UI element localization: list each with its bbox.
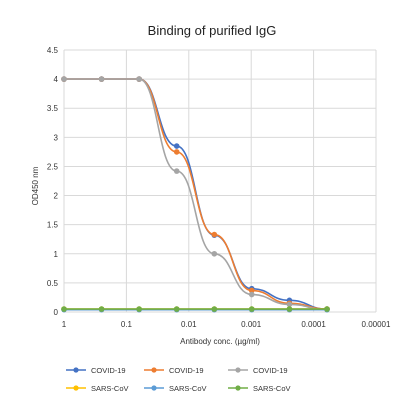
legend-label: COVID-19 [253,366,288,375]
x-tick-label: 0.0001 [301,320,326,329]
series-group [61,76,330,312]
legend-swatch-marker [73,367,79,373]
data-point [211,306,218,312]
legend-item: SARS-CoV [228,384,291,393]
x-tick-label: 1 [62,320,67,329]
data-point [173,143,180,149]
y-tick-label: 2.5 [47,162,59,171]
y-tick-label: 0.5 [47,279,59,288]
x-tick-label: 0.001 [241,320,262,329]
legend-label: COVID-19 [91,366,126,375]
x-axis-label: Antibody conc. (µg/ml) [180,337,260,346]
data-point [248,306,255,312]
legend-swatch-marker [151,367,157,373]
x-axis-ticks: 1 0.1 0.01 0.001 0.0001 0.00001 [62,320,391,329]
legend-label: SARS-CoV [169,384,207,393]
y-tick-label: 4 [54,75,59,84]
data-point [173,149,180,155]
legend-swatch-marker [235,367,241,373]
legend-label: SARS-CoV [253,384,291,393]
y-tick-label: 2 [54,192,59,201]
data-point [286,301,293,308]
legend: COVID-19 COVID-19 COVID-19 SARS-CoV SARS-CoV… [66,366,291,393]
legend-item: COVID-19 [228,366,288,375]
series-group [61,306,330,312]
data-point [136,306,142,312]
x-tick-label: 0.1 [121,320,133,329]
data-point [173,168,180,174]
y-tick-label: 1.5 [47,221,59,230]
data-point [211,231,218,238]
series-layer [61,76,330,313]
data-point [98,76,105,82]
data-point [286,306,293,312]
data-point [248,287,255,294]
y-axis-ticks: 0 0.5 1 1.5 2 2.5 3 3.5 4 4.5 [47,46,59,317]
series-line [64,78,327,311]
data-point [98,306,105,312]
legend-swatch-marker [73,385,79,391]
legend-swatch-marker [151,385,157,391]
legend-label: COVID-19 [169,366,204,375]
series-group [61,76,330,313]
y-axis-label: OD450 nm [31,166,40,205]
data-point [61,76,67,82]
data-point [324,306,330,312]
legend-item: SARS-CoV [144,384,207,393]
y-tick-label: 0 [54,308,59,317]
x-tick-label: 0.00001 [362,320,391,329]
y-tick-label: 3 [54,133,59,142]
legend-label: SARS-CoV [91,384,129,393]
legend-swatch-marker [235,385,241,391]
data-point [173,306,180,312]
x-tick-label: 0.01 [181,320,197,329]
chart-title: Binding of purified IgG [148,23,277,38]
y-tick-label: 4.5 [47,46,59,55]
y-tick-label: 3.5 [47,104,59,113]
data-point [248,291,255,298]
data-point [61,306,67,312]
y-tick-label: 1 [54,250,59,259]
series-line [64,78,327,310]
legend-item: COVID-19 [144,366,204,375]
data-point [211,250,218,257]
legend-item: SARS-CoV [66,384,129,393]
legend-item: COVID-19 [66,366,126,375]
grid-lines [63,49,377,313]
data-point [136,76,142,82]
